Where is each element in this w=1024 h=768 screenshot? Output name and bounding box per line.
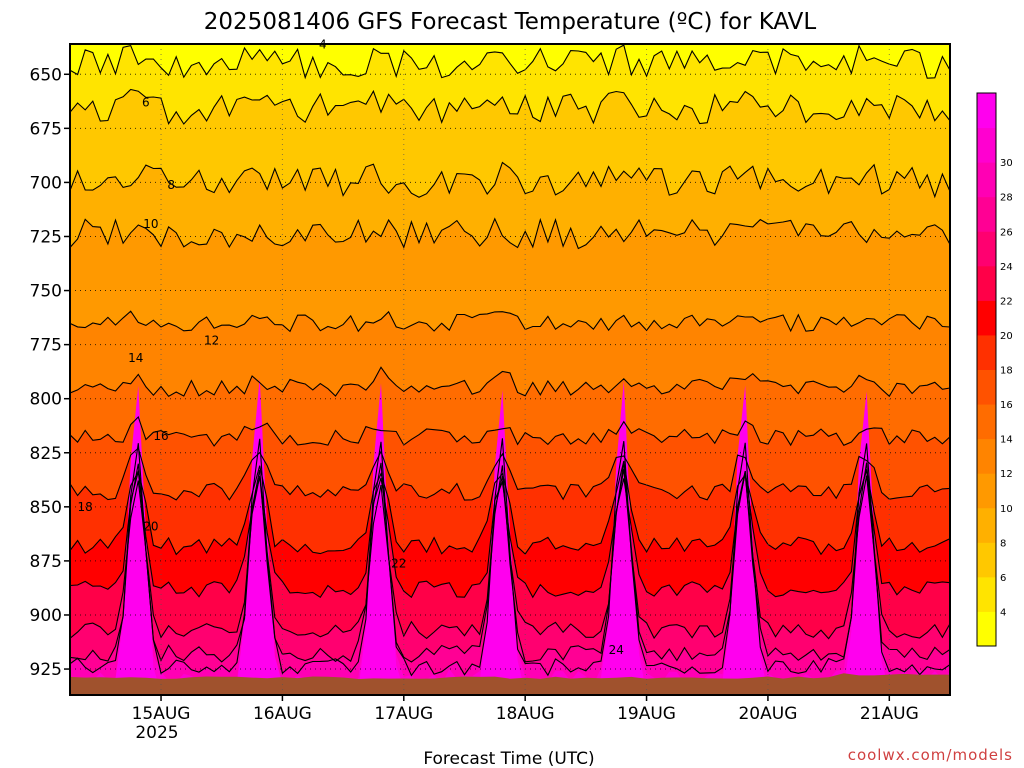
colorbar-frame [976, 92, 997, 647]
colorbar-tick-label: 22 [1000, 296, 1013, 307]
x-tick-label: 16AUG [253, 704, 312, 724]
colorbar-swatch [977, 334, 996, 370]
isotherm-label-10: 10 [143, 217, 158, 231]
isotherm-label-18: 18 [78, 500, 93, 514]
isotherm-label-12: 12 [204, 334, 219, 348]
colorbar-tick-label: 4 [1000, 607, 1006, 618]
y-tick-label: 650 [30, 65, 62, 85]
chart-title: 2025081406 GFS Forecast Temperature (ºC)… [204, 9, 817, 35]
x-tick-label: 19AUG [617, 704, 676, 724]
isotherm-26 [70, 462, 950, 663]
isotherm-label-14: 14 [128, 351, 143, 365]
colorbar-swatch [977, 507, 996, 543]
isotherm-4 [70, 44, 950, 80]
colorbar-swatch [977, 473, 996, 509]
colorbar-swatch [977, 93, 996, 129]
isotherm-16 [70, 415, 950, 447]
isotherm-10 [70, 217, 950, 250]
colorbar-tick-label: 24 [1000, 262, 1013, 273]
colorbar-tick-label: 8 [1000, 538, 1006, 549]
colorbar-tick-label: 30 [1000, 158, 1013, 169]
isotherm-label-22: 22 [391, 556, 406, 570]
colorbar-swatch [977, 576, 996, 612]
y-tick-label: 900 [30, 606, 62, 626]
x-tick-label: 20AUG [738, 704, 797, 724]
y-tick-label: 850 [30, 498, 62, 518]
isotherm-8 [70, 161, 950, 199]
isotherm-18 [70, 447, 950, 501]
colorbar-tick-label: 10 [1000, 504, 1013, 515]
y-tick-label: 725 [30, 227, 62, 247]
colorbar-tick-label: 16 [1000, 400, 1013, 411]
y-tick-label: 825 [30, 444, 62, 464]
ground-surface [70, 673, 950, 695]
isotherm-22 [70, 469, 950, 599]
x-axis-title: Forecast Time (UTC) [423, 749, 594, 768]
colorbar-tick-label: 14 [1000, 435, 1013, 446]
isotherm-20 [70, 460, 950, 556]
colorbar-swatch [977, 265, 996, 301]
x-tick-label: 15AUG [132, 704, 191, 724]
colorbar-swatch [977, 611, 996, 647]
credit-link[interactable]: coolwx.com/models [848, 746, 1013, 764]
plot-frame [69, 43, 951, 696]
x-tick-label: 21AUG [860, 704, 919, 724]
y-tick-label: 750 [30, 282, 62, 302]
colorbar-swatch [977, 438, 996, 474]
isotherm-6 [70, 88, 950, 126]
x-tick-label: 18AUG [496, 704, 555, 724]
isotherm-12 [70, 310, 950, 333]
colorbar-tick-label: 12 [1000, 469, 1013, 480]
colorbar-swatch [977, 300, 996, 336]
colorbar: 4 6 8 10 12 14 16 18 20 22 24 26 28 30 [976, 92, 1013, 647]
isotherm-label-20: 20 [143, 520, 158, 534]
colorbar-swatch [977, 196, 996, 232]
colorbar-swatch [977, 369, 996, 405]
colorbar-tick-label: 26 [1000, 227, 1013, 238]
y-tick-label: 700 [30, 173, 62, 193]
isotherm-label-16: 16 [153, 429, 168, 443]
colorbar-tick-label: 20 [1000, 331, 1013, 342]
colorbar-swatch [977, 127, 996, 163]
colorbar-swatch [977, 231, 996, 267]
colorbar-swatch [977, 162, 996, 198]
y-tick-label: 875 [30, 552, 62, 572]
colorbar-swatch [977, 404, 996, 440]
x-axis-year-label: 2025 [135, 723, 178, 743]
isotherm-14 [70, 366, 950, 398]
colorbar-tick-label: 18 [1000, 366, 1013, 377]
colorbar-tick-label: 28 [1000, 193, 1013, 204]
colorbar-swatch [977, 542, 996, 578]
isotherm-label-8: 8 [167, 178, 175, 192]
colorbar-tick-label: 6 [1000, 573, 1006, 584]
y-tick-label: 675 [30, 119, 62, 139]
y-tick-label: 800 [30, 390, 62, 410]
y-tick-label: 775 [30, 336, 62, 356]
y-tick-label: 925 [30, 660, 62, 680]
isotherm-label-24: 24 [609, 643, 624, 657]
plot-area: 4681012141618202224650675700725750775800… [30, 37, 951, 724]
x-tick-label: 17AUG [374, 704, 433, 724]
isotherm-label-6: 6 [142, 96, 150, 110]
isotherm-28 [70, 438, 950, 677]
